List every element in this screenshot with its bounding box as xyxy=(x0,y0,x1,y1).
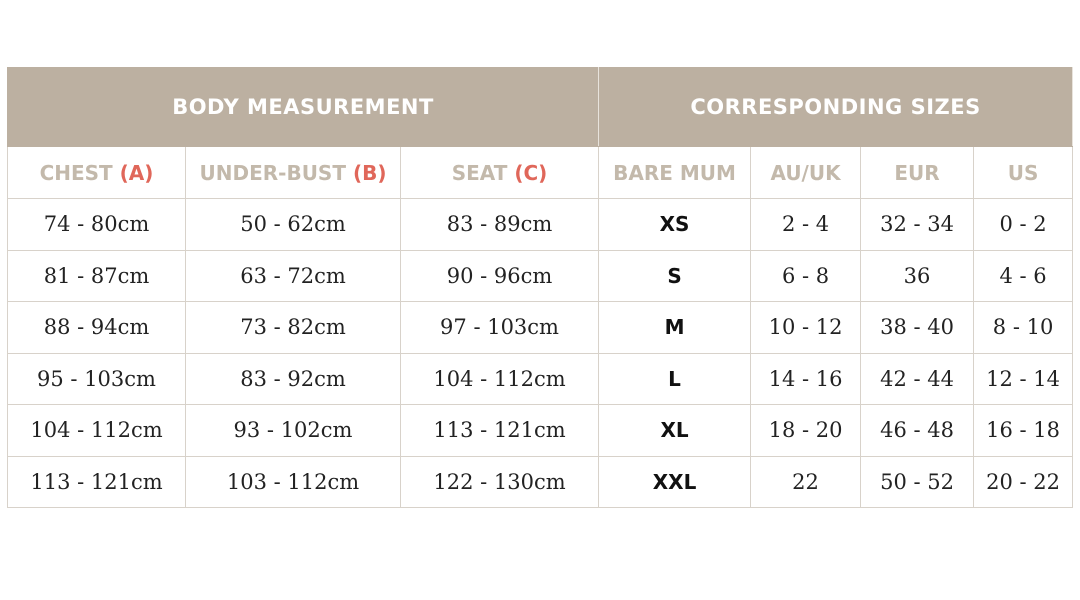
size-cell: XXL xyxy=(598,455,752,508)
table-cell: 93 - 102cm xyxy=(185,404,401,457)
table-cell: 0 - 2 xyxy=(973,198,1074,251)
table-cell: 50 - 62cm xyxy=(185,198,401,251)
table-cell: 6 - 8 xyxy=(750,249,862,302)
table-cell: 74 - 80cm xyxy=(7,198,186,251)
table-row: 74 - 80cm 50 - 62cm 83 - 89cm XS 2 - 4 32 - 3… xyxy=(7,198,1074,251)
column-header: US xyxy=(973,146,1074,199)
table-cell: 36 xyxy=(860,249,975,302)
column-marker: (A) xyxy=(119,160,154,185)
table-cell: 63 - 72cm xyxy=(185,249,401,302)
column-label: UNDER-BUST xyxy=(199,160,346,185)
column-header: UNDER-BUST (B) xyxy=(185,146,401,199)
column-header: SEAT (C) xyxy=(399,146,600,199)
table-cell: 20 - 22 xyxy=(973,455,1074,508)
table-cell: 83 - 89cm xyxy=(399,198,600,251)
column-label: EUR xyxy=(894,160,940,185)
column-header: AU/UK xyxy=(750,146,862,199)
column-label: BARE MUM xyxy=(613,160,736,185)
table-row: 95 - 103cm 83 - 92cm 104 - 112cm L 14 - 16 42… xyxy=(7,352,1074,405)
table-cell: 42 - 44 xyxy=(860,352,975,405)
table-cell: 88 - 94cm xyxy=(7,301,186,354)
table-cell: 103 - 112cm xyxy=(185,455,401,508)
table-cell: 83 - 92cm xyxy=(185,352,401,405)
table-cell: 73 - 82cm xyxy=(185,301,401,354)
column-label: SEAT xyxy=(451,160,508,185)
table-row: 113 - 121cm 103 - 112cm 122 - 130cm XXL 22 50… xyxy=(7,455,1074,508)
table-cell: 8 - 10 xyxy=(973,301,1074,354)
column-label: AU/UK xyxy=(770,160,841,185)
table-row: 81 - 87cm 63 - 72cm 90 - 96cm S 6 - 8 36 4 - 6 xyxy=(7,249,1074,302)
column-marker: (B) xyxy=(352,160,387,185)
table-cell: 97 - 103cm xyxy=(399,301,600,354)
group-header: BODY MEASUREMENT xyxy=(6,67,600,147)
table-cell: 46 - 48 xyxy=(860,404,975,457)
table-cell: 14 - 16 xyxy=(750,352,862,405)
table-cell: 113 - 121cm xyxy=(7,455,186,508)
size-cell: XL xyxy=(598,404,752,457)
table-cell: 122 - 130cm xyxy=(399,455,600,508)
size-cell: XS xyxy=(598,198,752,251)
table-cell: 18 - 20 xyxy=(750,404,862,457)
table-cell: 4 - 6 xyxy=(973,249,1074,302)
table-row: 88 - 94cm 73 - 82cm 97 - 103cm M 10 - 12 38 -… xyxy=(7,301,1074,354)
column-label: US xyxy=(1007,160,1039,185)
group-header: CORRESPONDING SIZES xyxy=(598,67,1074,147)
column-header: BARE MUM xyxy=(598,146,752,199)
table-cell: 10 - 12 xyxy=(750,301,862,354)
size-cell: M xyxy=(598,301,752,354)
table-cell: 38 - 40 xyxy=(860,301,975,354)
column-header: CHEST (A) xyxy=(7,146,186,199)
size-cell: L xyxy=(598,352,752,405)
table-cell: 90 - 96cm xyxy=(399,249,600,302)
table-cell: 50 - 52 xyxy=(860,455,975,508)
column-header: EUR xyxy=(860,146,975,199)
size-chart: BODY MEASUREMENT CORRESPONDING SIZES CHE… xyxy=(6,67,1074,508)
table-cell: 104 - 112cm xyxy=(399,352,600,405)
table-cell: 32 - 34 xyxy=(860,198,975,251)
table-cell: 12 - 14 xyxy=(973,352,1074,405)
column-marker: (C) xyxy=(514,160,548,185)
column-label: CHEST xyxy=(39,160,113,185)
table-cell: 22 xyxy=(750,455,862,508)
table-cell: 81 - 87cm xyxy=(7,249,186,302)
table-cell: 104 - 112cm xyxy=(7,404,186,457)
size-cell: S xyxy=(598,249,752,302)
table-cell: 16 - 18 xyxy=(973,404,1074,457)
table-cell: 2 - 4 xyxy=(750,198,862,251)
table-row: 104 - 112cm 93 - 102cm 113 - 121cm XL 18 - 2… xyxy=(7,404,1074,457)
table-cell: 113 - 121cm xyxy=(399,404,600,457)
table-cell: 95 - 103cm xyxy=(7,352,186,405)
